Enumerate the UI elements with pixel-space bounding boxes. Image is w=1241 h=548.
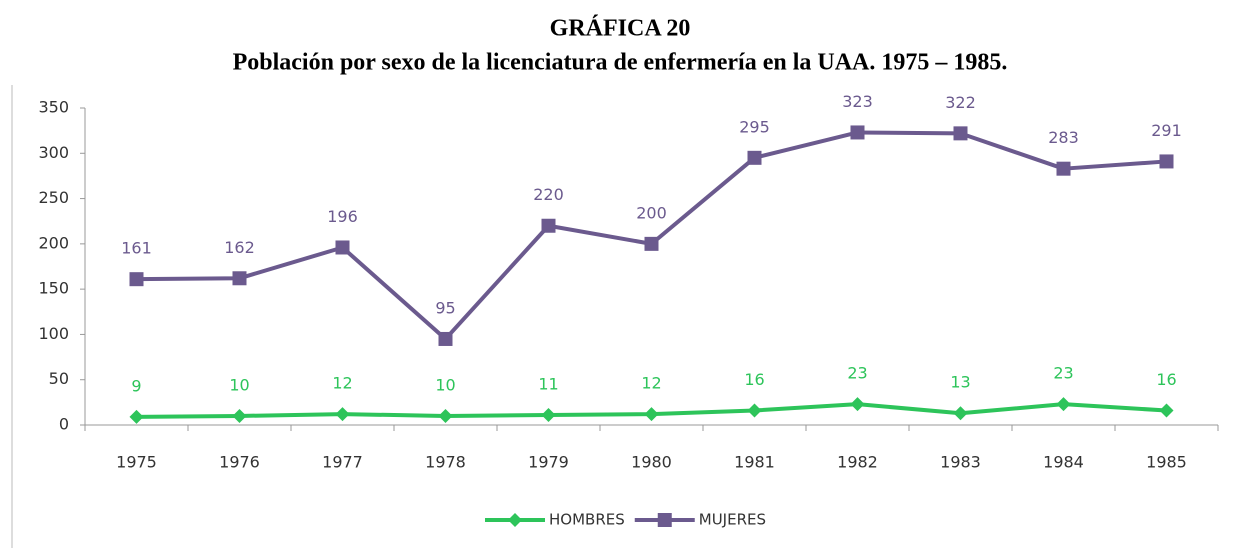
data-point <box>644 236 659 251</box>
data-point <box>747 150 762 165</box>
y-tick-label: 200 <box>38 233 69 252</box>
data-label: 291 <box>1151 121 1182 140</box>
x-tick-label: 1979 <box>528 453 569 472</box>
data-label: 323 <box>842 92 873 111</box>
data-label: 12 <box>332 374 352 393</box>
data-point <box>129 409 144 424</box>
data-point <box>644 407 659 422</box>
x-tick-label: 1975 <box>116 453 157 472</box>
y-tick-label: 300 <box>38 143 69 162</box>
data-point <box>1159 403 1174 418</box>
x-tick-label: 1981 <box>734 453 775 472</box>
data-label: 161 <box>121 239 152 258</box>
data-point <box>232 408 247 423</box>
data-point <box>129 272 144 287</box>
series-line <box>136 130 1167 341</box>
y-tick-label: 150 <box>38 279 69 298</box>
x-tick-label: 1983 <box>940 453 981 472</box>
legend-marker <box>657 513 672 527</box>
data-label: 23 <box>1053 364 1073 383</box>
data-label: 16 <box>744 370 764 389</box>
data-point <box>953 406 968 421</box>
legend-marker <box>508 513 522 527</box>
data-label: 12 <box>641 374 661 393</box>
data-label: 95 <box>435 298 455 317</box>
y-tick-label: 250 <box>38 188 69 207</box>
x-tick-label: 1980 <box>631 453 672 472</box>
x-tick-label: 1984 <box>1043 453 1084 472</box>
data-label: 162 <box>224 238 255 257</box>
chart-title: GRÁFICA 20 <box>550 16 691 42</box>
data-point <box>438 331 453 346</box>
legend-label: MUJERES <box>699 511 766 529</box>
x-tick-label: 1978 <box>425 453 466 472</box>
data-label: 11 <box>538 375 558 394</box>
legend-label: HOMBRES <box>549 511 625 529</box>
data-label: 283 <box>1048 128 1079 147</box>
x-tick-label: 1976 <box>219 453 260 472</box>
y-tick-label: 0 <box>59 415 69 434</box>
y-tick-label: 350 <box>38 98 69 117</box>
data-point <box>438 408 453 423</box>
data-point <box>232 271 247 286</box>
y-tick-label: 100 <box>38 324 69 343</box>
chart-subtitle: Población por sexo de la licenciatura de… <box>233 50 1008 76</box>
data-point <box>1056 161 1071 176</box>
data-label: 196 <box>327 207 358 226</box>
y-tick-label: 50 <box>49 369 69 388</box>
data-point <box>850 125 865 140</box>
data-label: 295 <box>739 117 770 136</box>
data-label: 322 <box>945 93 976 112</box>
data-label: 200 <box>636 203 667 222</box>
x-tick-label: 1977 <box>322 453 363 472</box>
data-point <box>541 218 556 233</box>
data-label: 220 <box>533 185 564 204</box>
x-tick-label: 1982 <box>837 453 878 472</box>
data-label: 10 <box>229 375 249 394</box>
data-point <box>953 126 968 141</box>
data-point <box>747 403 762 418</box>
data-label: 10 <box>435 375 455 394</box>
data-point <box>335 407 350 422</box>
data-label: 13 <box>950 373 970 392</box>
data-point <box>1159 154 1174 169</box>
data-point <box>850 397 865 412</box>
x-tick-label: 1985 <box>1146 453 1187 472</box>
data-point <box>1056 397 1071 412</box>
data-point <box>541 408 556 423</box>
data-label: 9 <box>131 376 141 395</box>
data-label: 16 <box>1156 370 1176 389</box>
data-label: 23 <box>847 364 867 383</box>
data-point <box>335 240 350 255</box>
